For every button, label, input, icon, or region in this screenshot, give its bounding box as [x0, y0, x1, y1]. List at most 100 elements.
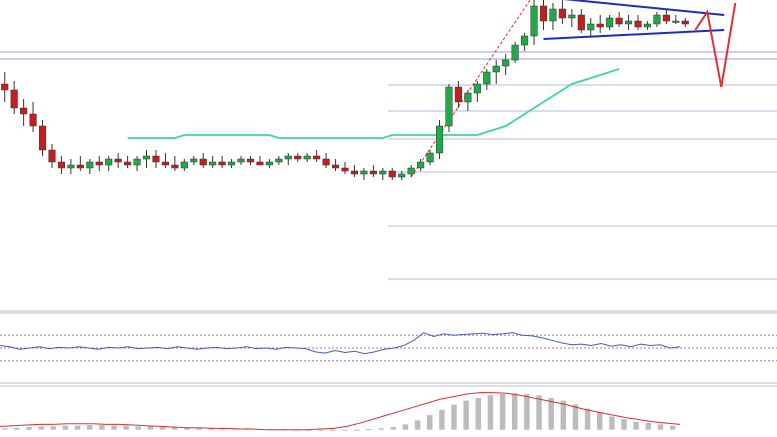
- candle: [672, 15, 680, 24]
- candle-body: [67, 164, 75, 169]
- candle: [473, 81, 481, 102]
- candle: [67, 159, 75, 174]
- candle-body: [511, 44, 519, 61]
- candle-body: [492, 65, 500, 73]
- histogram-bar: [439, 409, 445, 430]
- histogram-bar: [14, 427, 20, 430]
- histogram-signal-line: [0, 392, 681, 431]
- histogram-bar: [669, 425, 676, 430]
- candle: [256, 156, 264, 166]
- candle-body: [218, 161, 226, 166]
- candle: [171, 156, 179, 171]
- histogram-bar: [584, 408, 591, 430]
- candle-body: [29, 113, 37, 127]
- candle: [57, 156, 65, 174]
- candle: [322, 153, 330, 168]
- candle-body: [322, 158, 330, 166]
- histogram-bar: [147, 426, 154, 430]
- histogram-bar: [74, 425, 81, 430]
- projection-zigzag: [694, 2, 737, 88]
- candle-body: [681, 20, 689, 25]
- candle-body: [417, 161, 425, 169]
- histogram-bar: [633, 421, 639, 430]
- candle: [95, 156, 103, 171]
- candle: [511, 42, 519, 63]
- candle-body: [142, 155, 151, 160]
- candle-body: [379, 170, 387, 175]
- candle: [10, 81, 18, 114]
- candle: [615, 12, 623, 27]
- candle: [492, 60, 500, 84]
- candle: [303, 153, 311, 162]
- histogram-panel: [0, 392, 681, 431]
- candle-body: [473, 83, 481, 94]
- candle-body: [483, 71, 491, 85]
- candle-body: [672, 20, 680, 23]
- candle-body: [530, 5, 538, 37]
- candle-body: [20, 107, 28, 115]
- histogram-bar: [317, 429, 324, 431]
- candle: [530, 0, 538, 45]
- histogram-bar: [184, 427, 190, 430]
- candle: [199, 153, 207, 168]
- candle-body: [303, 155, 311, 160]
- candle: [502, 54, 510, 75]
- candle: [634, 15, 642, 30]
- candle-body: [350, 170, 359, 175]
- candle: [625, 15, 633, 30]
- candle-body: [407, 167, 415, 175]
- histogram-bar: [305, 429, 312, 431]
- candle: [313, 150, 321, 162]
- candle-body: [161, 161, 169, 166]
- candle-body: [124, 161, 132, 166]
- candle: [133, 156, 141, 171]
- candle: [294, 153, 302, 162]
- candle: [681, 18, 689, 27]
- candle-body: [577, 14, 585, 31]
- moving-average-line: [127, 68, 620, 139]
- candle-body: [596, 23, 604, 28]
- candle-body: [464, 92, 472, 103]
- histogram-bar: [414, 420, 421, 430]
- candle-body: [662, 14, 670, 22]
- candle: [218, 156, 226, 168]
- candle: [350, 165, 359, 177]
- histogram-bar: [159, 427, 166, 430]
- candle-body: [228, 161, 236, 166]
- candle: [275, 156, 283, 165]
- histogram-bar: [524, 393, 530, 430]
- histogram-bar: [62, 425, 69, 430]
- candle-body: [388, 170, 396, 178]
- candle: [20, 99, 28, 126]
- candles: [1, 0, 689, 180]
- projection-arrow: [694, 2, 737, 88]
- candle-body: [86, 161, 94, 169]
- histogram-bar: [451, 404, 457, 430]
- histogram-bar: [220, 428, 227, 430]
- trendline-lower: [543, 29, 725, 40]
- candle-body: [360, 170, 368, 175]
- candle: [124, 156, 132, 168]
- candle: [398, 171, 406, 180]
- candle-body: [294, 155, 302, 160]
- candle: [105, 156, 113, 171]
- candle-body: [643, 23, 652, 28]
- candle-body: [615, 17, 623, 25]
- candle-body: [398, 173, 406, 178]
- candle-body: [653, 14, 661, 25]
- candle: [114, 153, 122, 168]
- histogram-bar: [50, 426, 57, 430]
- candle-body: [435, 125, 444, 154]
- histogram-bar: [111, 425, 117, 430]
- candle-body: [10, 89, 18, 109]
- candle: [180, 159, 188, 171]
- candle-body: [521, 35, 529, 46]
- candle-body: [1, 83, 9, 91]
- candle-body: [38, 125, 47, 151]
- candle: [435, 120, 444, 159]
- candle-body: [426, 152, 434, 163]
- candle: [445, 84, 453, 132]
- histogram-bar: [536, 395, 542, 430]
- moving-average: [127, 68, 620, 139]
